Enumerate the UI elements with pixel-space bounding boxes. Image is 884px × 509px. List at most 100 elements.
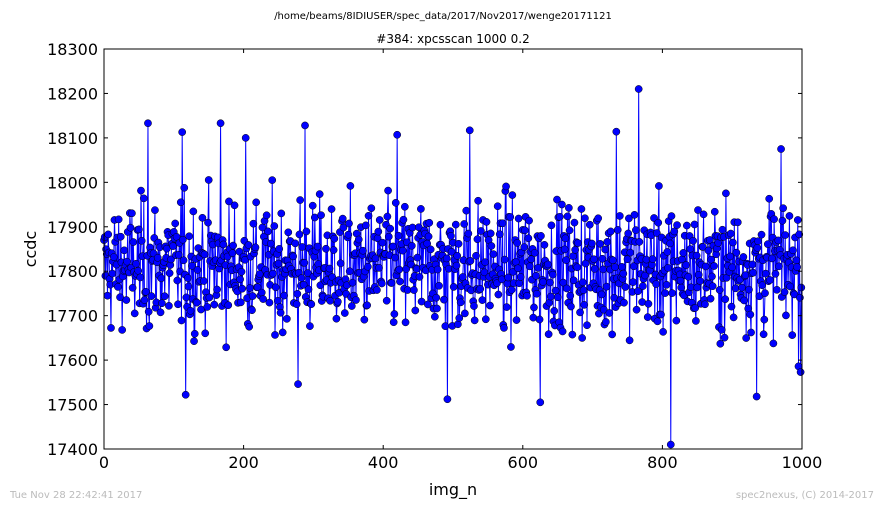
data-point <box>426 245 435 254</box>
data-point <box>303 269 312 277</box>
data-point <box>158 299 166 308</box>
data-point <box>568 330 577 339</box>
data-point <box>729 313 738 322</box>
data-point <box>171 219 180 228</box>
data-point <box>707 255 716 264</box>
data-point <box>417 297 426 306</box>
data-point <box>577 205 586 213</box>
data-point <box>701 262 710 271</box>
data-point <box>632 305 641 314</box>
data-point <box>203 303 212 311</box>
data-point <box>126 223 135 232</box>
data-point <box>295 230 304 239</box>
data-point <box>727 302 736 311</box>
data-point <box>436 220 445 229</box>
data-point <box>706 236 714 244</box>
data-point <box>411 306 420 315</box>
data-point <box>504 273 512 282</box>
data-point <box>521 226 529 235</box>
data-point <box>178 128 187 136</box>
y-tick-label: 17900 <box>47 218 98 237</box>
data-point <box>699 243 707 251</box>
data-point <box>394 231 403 240</box>
data-point <box>410 286 418 294</box>
data-point <box>722 189 730 198</box>
x-tick-label: 400 <box>368 453 399 472</box>
data-point <box>590 255 598 264</box>
data-point <box>384 186 392 195</box>
data-point <box>537 232 545 240</box>
data-point <box>317 211 325 220</box>
data-point <box>442 254 451 263</box>
data-point <box>773 285 781 294</box>
data-point <box>608 256 617 265</box>
data-point <box>652 280 660 288</box>
data-point <box>536 398 545 407</box>
data-point <box>546 278 554 287</box>
data-point <box>176 198 185 207</box>
data-point <box>271 283 280 292</box>
data-point <box>238 284 247 293</box>
data-point <box>185 232 194 241</box>
data-point <box>132 259 140 268</box>
data-point <box>689 236 697 245</box>
data-point <box>684 272 693 281</box>
x-tick-label: 1000 <box>782 453 823 472</box>
data-point <box>629 278 637 286</box>
data-point <box>264 227 272 236</box>
data-point <box>643 313 652 321</box>
data-point <box>482 218 491 226</box>
data-point <box>186 306 195 315</box>
data-point <box>363 301 371 310</box>
data-point <box>625 336 634 345</box>
data-point <box>201 329 210 338</box>
data-point <box>443 395 452 404</box>
data-point <box>465 126 474 135</box>
data-point <box>532 271 540 280</box>
data-point <box>432 293 441 302</box>
data-point <box>177 316 186 325</box>
data-point <box>525 262 534 271</box>
y-tick-label: 18300 <box>47 40 98 59</box>
data-point <box>603 238 612 246</box>
data-point <box>619 269 628 278</box>
data-point <box>299 280 308 289</box>
data-point <box>566 291 575 300</box>
data-point <box>447 247 456 256</box>
data-point <box>346 182 355 190</box>
data-point <box>639 282 647 290</box>
axes-frame <box>103 48 803 450</box>
data-point <box>597 290 606 299</box>
data-point <box>738 283 746 292</box>
data-point <box>710 207 719 216</box>
data-point <box>758 281 767 290</box>
data-point <box>103 291 112 300</box>
series-ccdc <box>100 85 806 449</box>
x-tick-label: 0 <box>99 453 109 472</box>
data-point <box>699 210 708 219</box>
data-point <box>740 296 748 305</box>
data-point <box>458 273 467 281</box>
data-point <box>136 273 145 282</box>
data-point <box>774 236 783 245</box>
data-point <box>107 324 115 332</box>
data-point <box>516 273 525 281</box>
data-point <box>747 328 755 337</box>
data-point <box>694 206 702 214</box>
data-point <box>145 322 154 330</box>
data-point <box>424 300 432 309</box>
data-point <box>553 293 562 302</box>
data-point <box>322 244 330 253</box>
data-point <box>390 310 399 318</box>
data-point <box>661 289 670 297</box>
data-point <box>371 254 380 263</box>
data-point <box>757 230 766 239</box>
data-point <box>276 308 285 317</box>
data-point <box>300 258 309 267</box>
data-point <box>780 288 789 296</box>
data-point <box>433 304 441 313</box>
data-point <box>338 214 347 223</box>
data-point <box>441 322 450 331</box>
data-point <box>558 327 567 336</box>
data-point <box>210 300 219 309</box>
